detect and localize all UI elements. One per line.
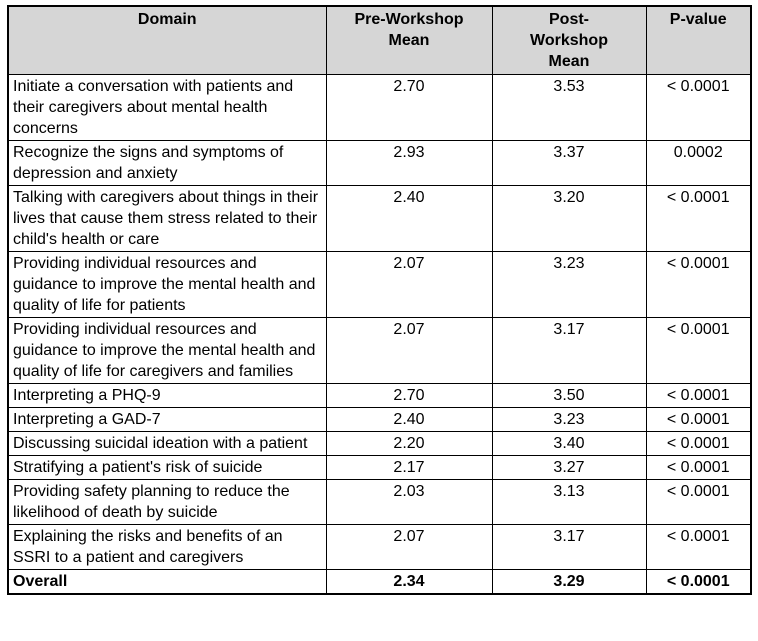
cell-p-value: < 0.0001	[645, 407, 752, 432]
cell-domain: Explaining the risks and benefits of an …	[7, 524, 327, 570]
table-row: Discussing suicidal ideation with a pati…	[7, 431, 752, 456]
cell-post-mean: 3.29	[491, 569, 647, 595]
cell-domain: Providing individual resources and guida…	[7, 251, 327, 318]
table-row: Stratifying a patient's risk of suicide …	[7, 455, 752, 480]
cell-p-value: < 0.0001	[645, 74, 752, 141]
cell-pre-mean: 2.40	[325, 185, 493, 252]
table-row: Interpreting a PHQ-9 2.70 3.50 < 0.0001	[7, 383, 752, 408]
cell-p-value: < 0.0001	[645, 524, 752, 570]
cell-domain: Stratifying a patient's risk of suicide	[7, 455, 327, 480]
col-header-p-value: P-value	[645, 5, 752, 75]
cell-domain: Providing individual resources and guida…	[7, 317, 327, 384]
cell-domain: Recognize the signs and symptoms of depr…	[7, 140, 327, 186]
table-row: Talking with caregivers about things in …	[7, 185, 752, 252]
cell-p-value: 0.0002	[645, 140, 752, 186]
cell-p-value: < 0.0001	[645, 479, 752, 525]
cell-post-mean: 3.13	[491, 479, 647, 525]
cell-domain: Discussing suicidal ideation with a pati…	[7, 431, 327, 456]
cell-p-value: < 0.0001	[645, 455, 752, 480]
cell-p-value: < 0.0001	[645, 569, 752, 595]
cell-pre-mean: 2.17	[325, 455, 493, 480]
cell-p-value: < 0.0001	[645, 251, 752, 318]
table-row: Explaining the risks and benefits of an …	[7, 524, 752, 570]
cell-pre-mean: 2.07	[325, 317, 493, 384]
cell-post-mean: 3.23	[491, 407, 647, 432]
table-row: Providing individual resources and guida…	[7, 251, 752, 318]
cell-post-mean: 3.20	[491, 185, 647, 252]
page: Domain Pre-Workshop Mean Post- Workshop …	[7, 5, 752, 595]
cell-pre-mean: 2.70	[325, 74, 493, 141]
cell-pre-mean: 2.40	[325, 407, 493, 432]
table-row: Initiate a conversation with patients an…	[7, 74, 752, 141]
cell-pre-mean: 2.07	[325, 524, 493, 570]
cell-p-value: < 0.0001	[645, 383, 752, 408]
cell-domain: Overall	[7, 569, 327, 595]
cell-post-mean: 3.40	[491, 431, 647, 456]
cell-post-mean: 3.53	[491, 74, 647, 141]
header-row: Domain Pre-Workshop Mean Post- Workshop …	[7, 5, 752, 75]
cell-domain: Interpreting a PHQ-9	[7, 383, 327, 408]
cell-post-mean: 3.17	[491, 524, 647, 570]
cell-domain: Providing safety planning to reduce the …	[7, 479, 327, 525]
col-header-pre-workshop-mean: Pre-Workshop Mean	[325, 5, 493, 75]
cell-pre-mean: 2.34	[325, 569, 493, 595]
cell-p-value: < 0.0001	[645, 431, 752, 456]
cell-post-mean: 3.23	[491, 251, 647, 318]
col-header-domain: Domain	[7, 5, 327, 75]
cell-post-mean: 3.50	[491, 383, 647, 408]
cell-pre-mean: 2.07	[325, 251, 493, 318]
cell-domain: Talking with caregivers about things in …	[7, 185, 327, 252]
cell-p-value: < 0.0001	[645, 317, 752, 384]
table-row: Recognize the signs and symptoms of depr…	[7, 140, 752, 186]
cell-p-value: < 0.0001	[645, 185, 752, 252]
table-row: Providing safety planning to reduce the …	[7, 479, 752, 525]
col-header-post-workshop-mean: Post- Workshop Mean	[491, 5, 647, 75]
cell-post-mean: 3.27	[491, 455, 647, 480]
cell-pre-mean: 2.70	[325, 383, 493, 408]
table-row: Providing individual resources and guida…	[7, 317, 752, 384]
results-table: Domain Pre-Workshop Mean Post- Workshop …	[7, 5, 752, 595]
table-row-overall: Overall 2.34 3.29 < 0.0001	[7, 569, 752, 595]
table-row: Interpreting a GAD-7 2.40 3.23 < 0.0001	[7, 407, 752, 432]
cell-pre-mean: 2.93	[325, 140, 493, 186]
cell-post-mean: 3.37	[491, 140, 647, 186]
cell-pre-mean: 2.03	[325, 479, 493, 525]
cell-post-mean: 3.17	[491, 317, 647, 384]
cell-domain: Initiate a conversation with patients an…	[7, 74, 327, 141]
cell-domain: Interpreting a GAD-7	[7, 407, 327, 432]
cell-pre-mean: 2.20	[325, 431, 493, 456]
